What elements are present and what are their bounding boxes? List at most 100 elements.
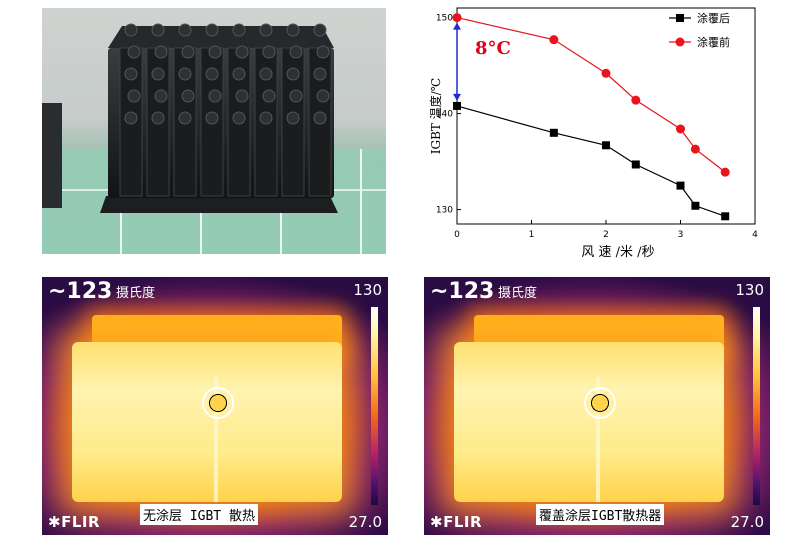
- fin-bump: [151, 67, 165, 81]
- fin-bump: [259, 23, 273, 37]
- fin-bump: [235, 45, 249, 59]
- fins: [119, 23, 332, 197]
- thermal-image-uncoated: ~123 摄氏度 130 27.0 ✱FLIR 无涂层 IGBT 散热: [42, 277, 388, 535]
- data-point: [602, 141, 610, 150]
- fin-bump: [316, 45, 330, 59]
- fin-bump: [313, 111, 327, 125]
- heatsink-drawing: [100, 23, 338, 213]
- fin-bump: [178, 67, 192, 81]
- y-axis-label: IGBT 温度/℃: [428, 78, 443, 154]
- y-tick-label: 140: [436, 110, 453, 120]
- x-tick-label: 2: [603, 230, 609, 240]
- fin-bump: [205, 67, 219, 81]
- fin-bump: [313, 23, 327, 37]
- arrow-head-down: [453, 93, 461, 101]
- scale-max: 130: [353, 281, 382, 299]
- fin-bump: [259, 67, 273, 81]
- spot-reading: ~123: [48, 279, 113, 304]
- caption: 覆盖涂层IGBT散热器: [536, 504, 665, 525]
- x-tick-label: 1: [529, 230, 535, 240]
- data-point: [691, 201, 700, 210]
- crosshair-icon: [202, 387, 234, 419]
- data-point: [690, 144, 700, 154]
- y-tick-label: 130: [436, 206, 453, 216]
- scale-min: 27.0: [348, 513, 382, 531]
- fin-bump: [181, 45, 195, 59]
- fin-bump: [124, 111, 138, 125]
- legend-marker: [675, 37, 685, 47]
- data-point: [631, 95, 641, 105]
- fin-bump: [154, 89, 168, 103]
- data-point: [452, 13, 462, 23]
- fin-bump: [289, 45, 303, 59]
- arrow-head-up: [453, 22, 461, 30]
- fin-bump: [127, 45, 141, 59]
- data-point: [676, 124, 685, 134]
- spot-reading: ~123: [430, 279, 495, 304]
- data-point: [453, 101, 461, 110]
- fin-bump: [259, 111, 273, 125]
- data-point: [721, 212, 730, 221]
- unit-label: 摄氏度: [498, 286, 538, 301]
- unit-label: 摄氏度: [116, 286, 156, 301]
- fin-bump: [286, 111, 300, 125]
- crosshair-icon: [584, 387, 616, 419]
- fin-bump: [181, 89, 195, 103]
- legend-label: 涂覆后: [697, 11, 730, 25]
- fin-bump: [208, 45, 222, 59]
- chart-series: [452, 13, 730, 221]
- fin-bump: [289, 89, 303, 103]
- legend-label: 涂覆前: [697, 35, 730, 49]
- x-axis-label: 风 速 /米 /秒: [581, 245, 654, 260]
- fin-bump: [178, 23, 192, 37]
- chart-annotation: 8°C: [453, 22, 511, 101]
- series-line-0: [456, 105, 726, 217]
- x-tick-label: 3: [678, 230, 684, 240]
- heatsink-thermal-body: [72, 342, 342, 502]
- fin-bump: [124, 67, 138, 81]
- legend-marker: [676, 14, 684, 22]
- fin-bump: [208, 89, 222, 103]
- fin-bump: [127, 89, 141, 103]
- heatsink-top: [108, 26, 334, 48]
- x-tick-label: 4: [752, 230, 758, 240]
- fin-bump: [154, 45, 168, 59]
- fin-bump: [178, 111, 192, 125]
- data-point: [601, 68, 611, 78]
- color-scale-bar: [371, 307, 378, 505]
- fin-bump: [313, 67, 327, 81]
- flir-logo: ✱FLIR: [48, 513, 101, 531]
- side-object: [42, 103, 62, 208]
- data-point: [720, 167, 730, 177]
- color-scale-bar: [753, 307, 760, 505]
- fin-bump: [262, 45, 276, 59]
- fin-bump: [232, 67, 246, 81]
- fin-bump: [205, 111, 219, 125]
- fin-bump: [316, 89, 330, 103]
- fin-bump: [232, 111, 246, 125]
- fin-bump: [235, 89, 249, 103]
- fin-bump: [151, 23, 165, 37]
- thermal-image-coated: ~123 摄氏度 130 27.0 ✱FLIR 覆盖涂层IGBT散热器: [424, 277, 770, 535]
- y-tick-label: 150: [436, 14, 453, 24]
- flir-logo: ✱FLIR: [430, 513, 483, 531]
- heatsink-thermal-body: [454, 342, 724, 502]
- data-point: [631, 160, 640, 169]
- chart-ticks: 0 1 2 3 4 130 140 150: [436, 14, 758, 240]
- fin-bump: [262, 89, 276, 103]
- scale-max: 130: [735, 281, 764, 299]
- fin-bump: [232, 23, 246, 37]
- data-point: [676, 181, 685, 190]
- scale-min: 27.0: [730, 513, 764, 531]
- caption: 无涂层 IGBT 散热: [140, 504, 258, 525]
- base-plate: [100, 196, 338, 213]
- data-point: [549, 128, 558, 137]
- fin-bump: [124, 23, 138, 37]
- fin-bump: [151, 111, 165, 125]
- fin-bump: [286, 23, 300, 37]
- fin-bump: [205, 23, 219, 37]
- fin-bump: [286, 67, 300, 81]
- data-point: [549, 35, 559, 45]
